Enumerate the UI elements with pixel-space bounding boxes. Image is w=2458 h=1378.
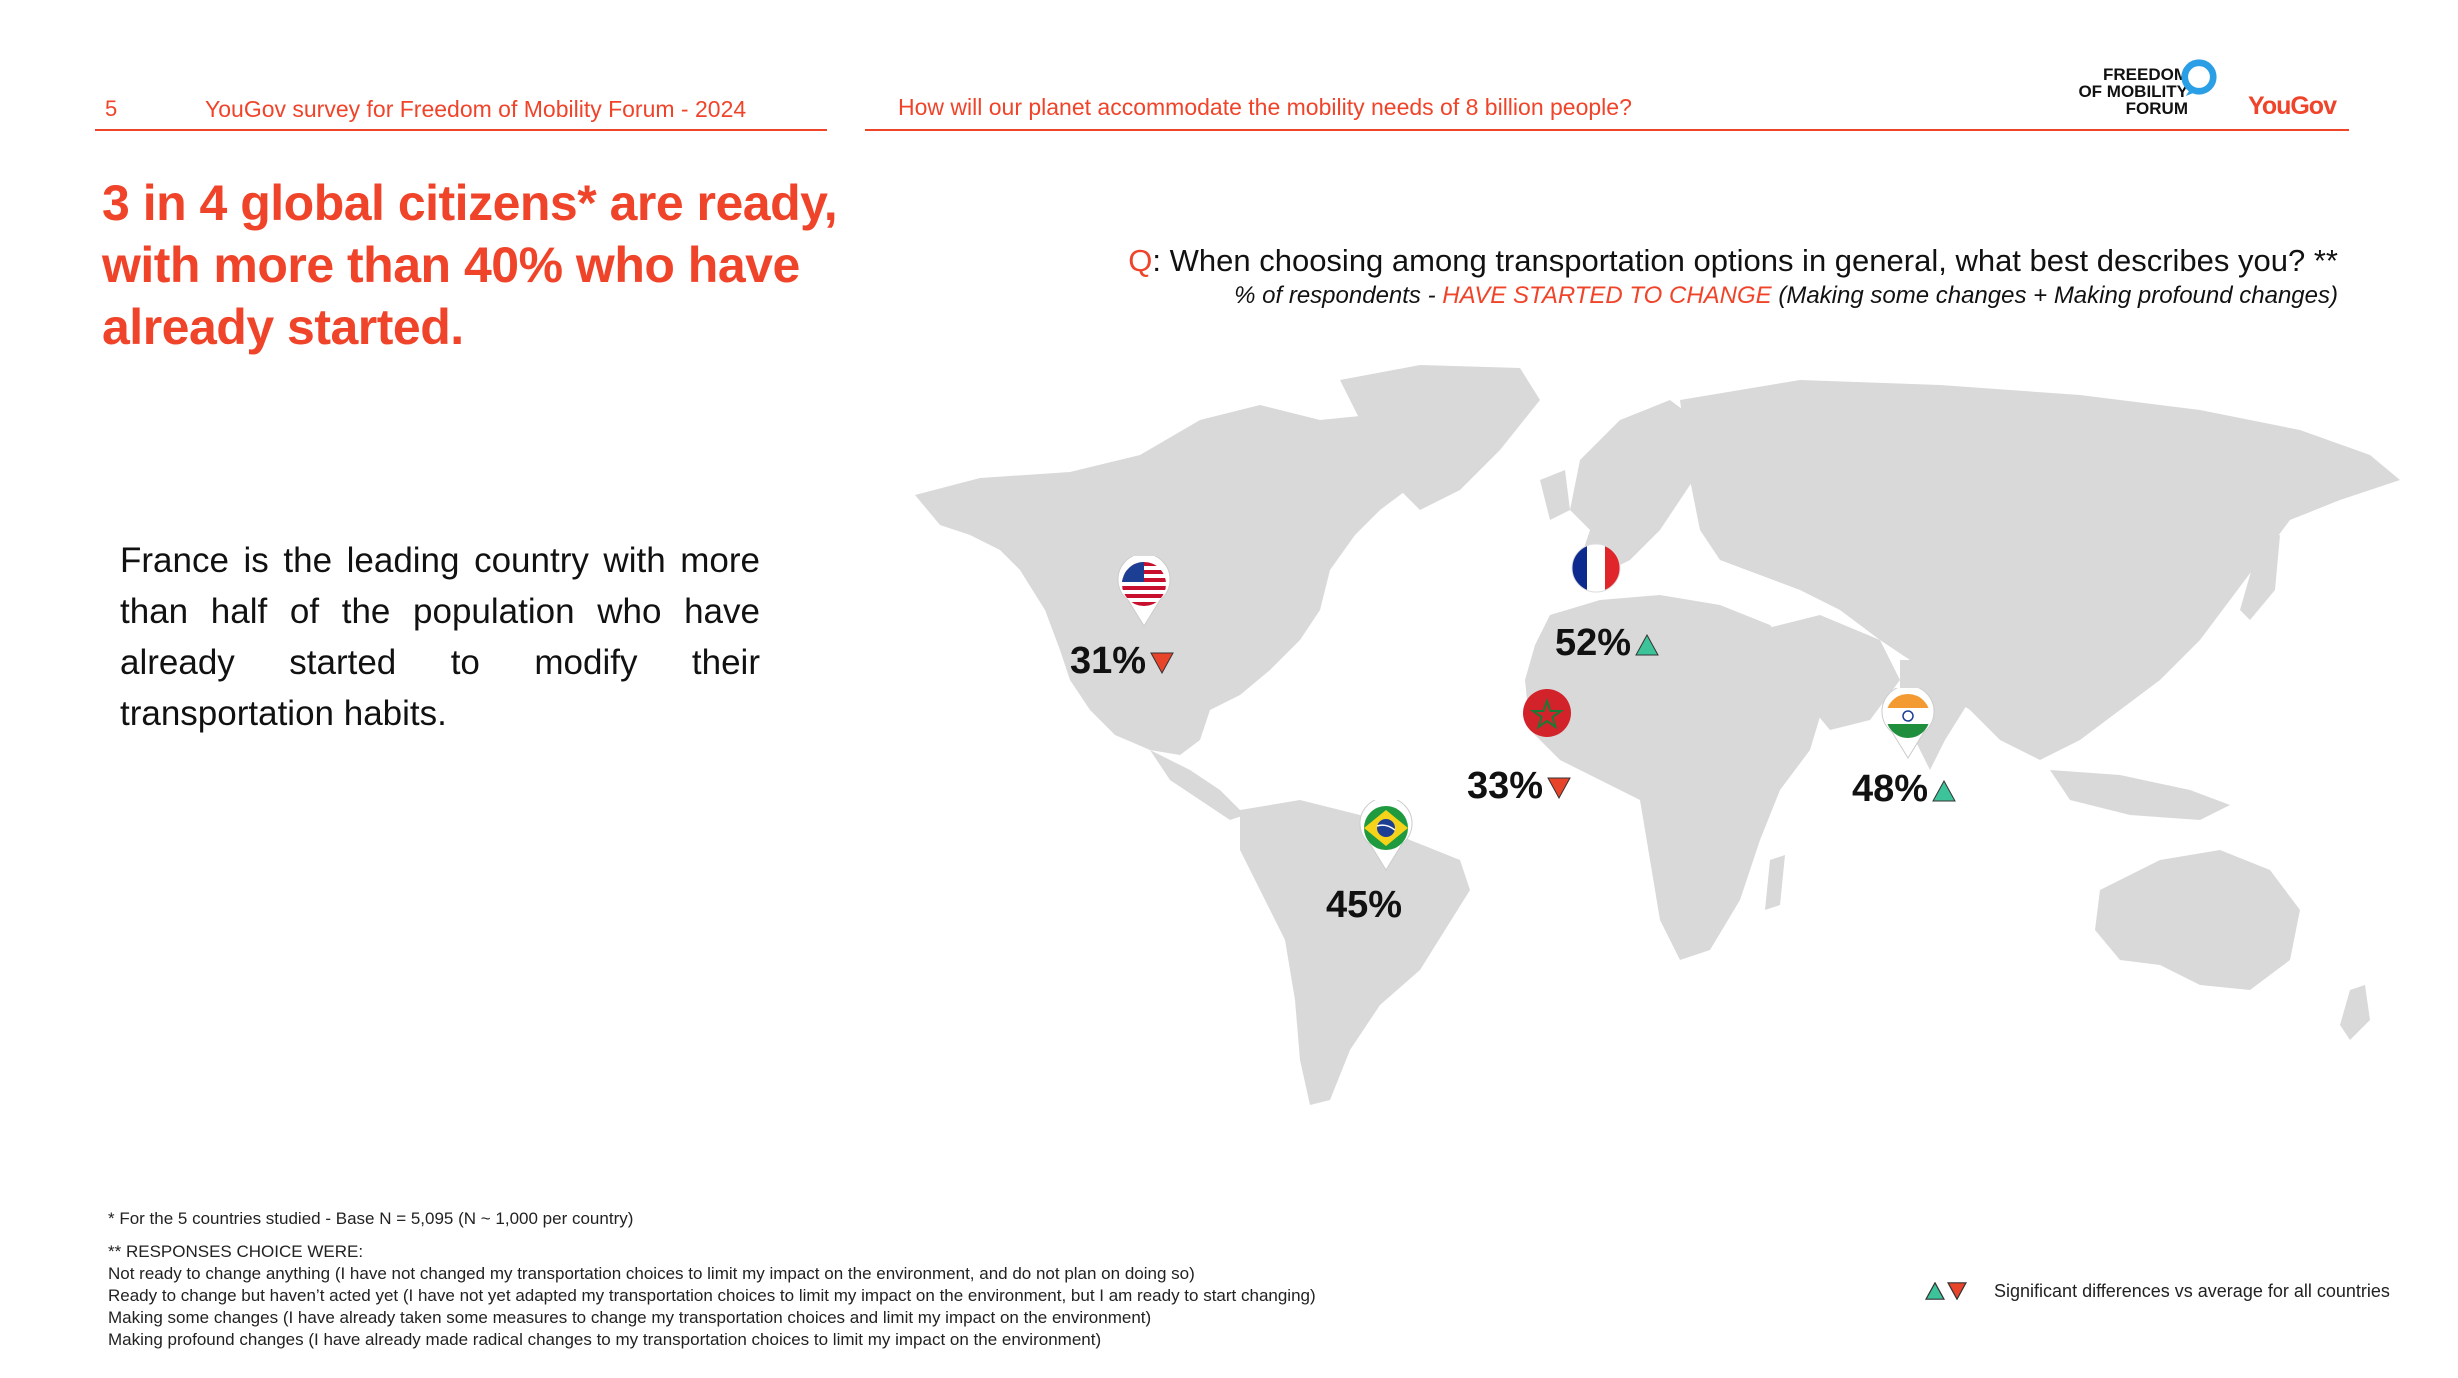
stat-india: 48% bbox=[1852, 768, 1956, 811]
central-america-shape bbox=[1150, 750, 1245, 820]
question-sub-post: (Making some changes + Making profound c… bbox=[1771, 282, 2338, 309]
up-arrow-icon bbox=[1635, 633, 1659, 656]
down-arrow-icon bbox=[1150, 652, 1174, 674]
stat-morocco: 33% bbox=[1467, 765, 1571, 808]
greenland-shape bbox=[1340, 365, 1540, 510]
se-asia-islands-shape bbox=[2050, 770, 2230, 820]
header-rule-right bbox=[865, 129, 2349, 131]
north-america-shape bbox=[915, 392, 1510, 755]
up-arrow-icon bbox=[1932, 779, 1956, 802]
yougov-logo: YouGov bbox=[2248, 92, 2337, 120]
stat-brazil-value: 45% bbox=[1326, 884, 1403, 926]
asia-shape bbox=[1680, 380, 2400, 760]
new-zealand-shape bbox=[2340, 985, 2370, 1040]
question-prefix: Q bbox=[1128, 243, 1153, 278]
australia-shape bbox=[2095, 850, 2300, 990]
stat-brazil: 45% bbox=[1326, 884, 1402, 927]
fmf-logo-line2: OF MOBILITY bbox=[2078, 82, 2188, 101]
us-flag-icon bbox=[1117, 556, 1171, 627]
europe-shape bbox=[1570, 400, 1710, 575]
fmf-logo-line3: FORUM bbox=[2125, 99, 2188, 118]
footnote-response-3: Making some changes (I have already take… bbox=[108, 1308, 1152, 1327]
stat-france-value: 52% bbox=[1555, 622, 1632, 664]
question-subtitle: % of respondents - HAVE STARTED TO CHANG… bbox=[1234, 282, 2338, 310]
stat-france: 52% bbox=[1555, 622, 1659, 665]
fmf-logo: FREEDOM OF MOBILITY FORUM bbox=[2068, 66, 2188, 117]
question-sub-pre: % of respondents - bbox=[1234, 282, 1443, 309]
africa-shape bbox=[1525, 595, 1825, 960]
fmf-logo-ring-icon bbox=[2181, 59, 2217, 96]
down-arrow-icon bbox=[1946, 1282, 1968, 1301]
survey-title: YouGov survey for Freedom of Mobility Fo… bbox=[205, 96, 747, 122]
page-number: 5 bbox=[105, 96, 118, 121]
world-map bbox=[915, 365, 2400, 1105]
question: Q: When choosing among transportation op… bbox=[1128, 243, 2338, 279]
stat-usa-value: 31% bbox=[1070, 640, 1147, 682]
japan-shape bbox=[2240, 535, 2280, 620]
brazil-flag-icon bbox=[1359, 800, 1413, 871]
question-text: : When choosing among transportation opt… bbox=[1152, 243, 2338, 278]
footnote-response-2: Ready to change but haven’t acted yet (I… bbox=[108, 1286, 1316, 1305]
footnote-response-4: Making profound changes (I have already … bbox=[108, 1330, 1102, 1349]
stat-usa: 31% bbox=[1070, 640, 1174, 683]
stat-morocco-value: 33% bbox=[1467, 765, 1544, 807]
legend-text: Significant differences vs average for a… bbox=[1994, 1280, 2390, 1301]
headline: 3 in 4 global citizens* are ready, with … bbox=[102, 175, 838, 355]
body-text: France is the leading country with more … bbox=[120, 541, 760, 733]
question-sub-highlight: HAVE STARTED TO CHANGE bbox=[1442, 282, 1772, 309]
footnote-base: * For the 5 countries studied - Base N =… bbox=[108, 1209, 634, 1228]
south-america-shape bbox=[1240, 800, 1470, 1105]
legend: Significant differences vs average for a… bbox=[1924, 1280, 2390, 1302]
down-arrow-icon bbox=[1547, 777, 1571, 799]
stat-india-value: 48% bbox=[1852, 768, 1929, 810]
madagascar-shape bbox=[1765, 855, 1785, 910]
france-flag-icon bbox=[1571, 543, 1621, 593]
fmf-logo-line1: FREEDOM bbox=[2103, 65, 2188, 84]
header-rule-left bbox=[95, 129, 827, 131]
footnote-responses-title: ** RESPONSES CHOICE WERE: bbox=[108, 1242, 364, 1261]
up-arrow-icon bbox=[1924, 1281, 1946, 1301]
arabia-shape bbox=[1760, 615, 1900, 730]
morocco-flag-icon bbox=[1523, 689, 1571, 737]
india-flag-icon bbox=[1881, 688, 1935, 759]
question-banner: How will our planet accommodate the mobi… bbox=[898, 94, 1632, 120]
footnote-response-1: Not ready to change anything (I have not… bbox=[108, 1264, 1195, 1283]
uk-shape bbox=[1540, 470, 1570, 520]
